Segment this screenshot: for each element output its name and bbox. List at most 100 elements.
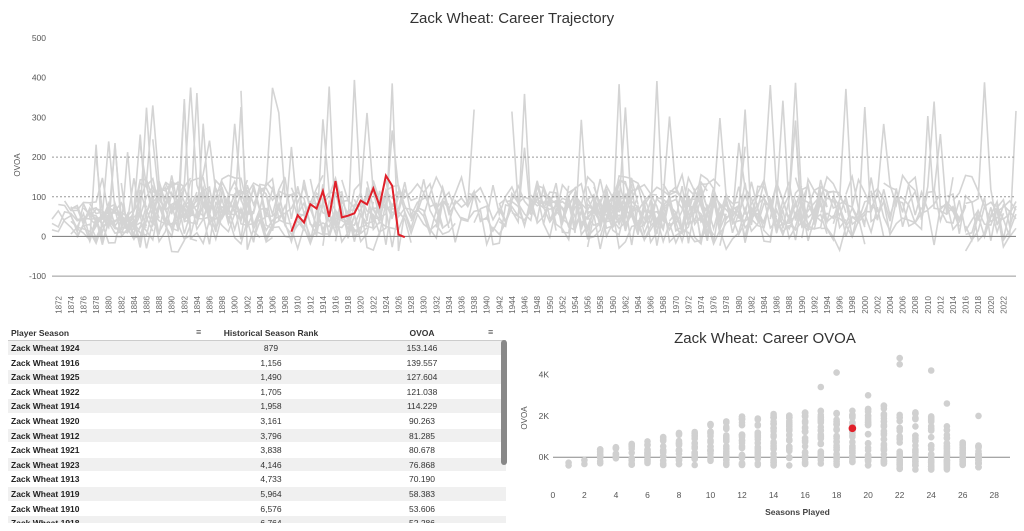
- x-tick-label: 2: [582, 490, 587, 500]
- background-line: [580, 84, 709, 246]
- scatter-point: [927, 416, 935, 424]
- scatter-point: [770, 438, 777, 446]
- scatter-point: [864, 405, 872, 413]
- x-tick-label: 20: [863, 490, 873, 500]
- scatter-point: [644, 446, 651, 453]
- scatter-point: [675, 441, 683, 449]
- x-tick-label: 1904: [256, 295, 265, 313]
- table-row[interactable]: Zack Wheat 1923 4,146 76.868: [8, 457, 506, 473]
- scatter-point: [754, 439, 762, 447]
- scatter-point: [880, 442, 888, 449]
- x-tick-label: 1924: [382, 295, 391, 313]
- header-historical-rank[interactable]: Historical Season Rank: [223, 328, 319, 338]
- scatter-point: [723, 436, 730, 443]
- header-ovoa[interactable]: OVOA: [409, 328, 435, 338]
- scatter-point: [912, 437, 919, 444]
- scatter-point: [849, 432, 856, 439]
- x-tick-label: 1978: [722, 295, 731, 313]
- scatter-point: [943, 466, 951, 473]
- table-row[interactable]: Zack Wheat 1922 1,705 121.038: [8, 385, 506, 400]
- y-tick-label: -100: [29, 271, 46, 281]
- header-player-season[interactable]: Player Season: [11, 328, 70, 338]
- table-row[interactable]: Zack Wheat 1919 5,964 58.383: [8, 486, 506, 502]
- scatter-point: [864, 440, 872, 447]
- x-tick-label: 1884: [130, 295, 139, 313]
- scatter-point: [927, 466, 935, 473]
- scatter-point: [770, 433, 777, 441]
- background-line: [870, 123, 916, 209]
- sort-icon[interactable]: ≡: [196, 327, 202, 337]
- cell-ovoa: 58.383: [409, 488, 435, 499]
- table-row[interactable]: Zack Wheat 1920 3,161 90.263: [8, 414, 506, 429]
- table-row[interactable]: Zack Wheat 1921 3,838 80.678: [8, 443, 506, 458]
- x-tick-label: 2018: [974, 295, 983, 313]
- table-row[interactable]: Zack Wheat 1918 6,764 52.286: [8, 516, 506, 523]
- x-tick-label: 1940: [483, 295, 492, 313]
- scatter-point: [833, 410, 840, 418]
- x-tick-label: 10: [706, 490, 716, 500]
- table-row[interactable]: Zack Wheat 1914 1,958 114.229: [8, 399, 506, 414]
- background-line: [164, 102, 273, 246]
- table-body: Zack Wheat 1924 879 153.146 Zack Wheat 1916…: [8, 341, 506, 523]
- sort-icon[interactable]: ≡: [488, 327, 494, 337]
- cell-rank: 6,576: [260, 503, 282, 514]
- background-line: [89, 194, 154, 239]
- x-tick-label: 1980: [735, 295, 744, 313]
- background-line: [794, 177, 840, 224]
- x-tick-label: 1880: [105, 295, 114, 313]
- scatter-point: [975, 443, 982, 450]
- table-row[interactable]: Zack Wheat 1924 879 153.146: [8, 341, 506, 356]
- background-line: [152, 87, 286, 222]
- x-tick-label: 8: [677, 490, 682, 500]
- x-tick-label: 1928: [407, 295, 416, 313]
- y-tick-label: 100: [32, 192, 46, 202]
- x-tick-label: 2002: [873, 295, 882, 313]
- cell-player-season: Zack Wheat 1910: [11, 503, 80, 514]
- scatter-point: [675, 460, 683, 468]
- cell-player-season: Zack Wheat 1923: [11, 459, 80, 470]
- scatter-point: [770, 427, 777, 435]
- y-tick-label: 200: [32, 152, 46, 162]
- scatter-point: [723, 445, 730, 452]
- table-row[interactable]: Zack Wheat 1925 1,490 127.604: [8, 370, 506, 385]
- scatter-point: [880, 402, 888, 409]
- x-tick-label: 22: [895, 490, 905, 500]
- table-row[interactable]: Zack Wheat 1916 1,156 139.557: [8, 356, 506, 371]
- cell-ovoa: 53.606: [409, 503, 435, 514]
- x-tick-label: 2020: [987, 295, 996, 313]
- scatter-point: [754, 444, 762, 452]
- scatter-point: [801, 438, 809, 446]
- x-tick-label: 1896: [206, 295, 215, 313]
- cell-rank: 879: [263, 343, 279, 353]
- scatter-point: [738, 419, 746, 426]
- cell-rank: 4,733: [260, 474, 282, 485]
- table-row[interactable]: Zack Wheat 1912 3,796 81.285: [8, 428, 506, 444]
- scatter-point: [644, 452, 651, 459]
- scatter-point: [927, 445, 935, 453]
- cell-player-season: Zack Wheat 1921: [11, 445, 80, 456]
- x-tick-label: 1922: [369, 295, 378, 313]
- x-tick-label: 2012: [936, 295, 945, 313]
- scatter-point: [801, 419, 809, 427]
- trajectory-chart[interactable]: OVOA 500 400 300 200 100 0 -100 1872 1874 1876 1878…: [0, 30, 1024, 328]
- x-tick-label: 1902: [243, 295, 252, 313]
- x-tick-label: 12: [737, 490, 747, 500]
- x-tick-label: 1888: [155, 295, 164, 313]
- x-tick-label: 18: [832, 490, 842, 500]
- scatter-point: [943, 400, 951, 407]
- table-row[interactable]: Zack Wheat 1913 4,733 70.190: [8, 472, 506, 487]
- scatter-point: [738, 431, 746, 438]
- scatter-point: [738, 451, 746, 459]
- x-tick-label: 1958: [596, 295, 605, 313]
- scatter-point: [896, 456, 903, 463]
- player-season-table[interactable]: Player Season ≡ Historical Season Rank O…: [8, 325, 506, 523]
- table-scrollbar[interactable]: [501, 340, 507, 465]
- scatter-point: [659, 453, 667, 460]
- background-points: [565, 354, 982, 473]
- cell-player-season: Zack Wheat 1920: [11, 415, 80, 426]
- x-tick-label: 2022: [999, 295, 1008, 313]
- scatter-point: [896, 461, 903, 469]
- background-line: [70, 200, 122, 228]
- table-row[interactable]: Zack Wheat 1910 6,576 53.606: [8, 502, 506, 517]
